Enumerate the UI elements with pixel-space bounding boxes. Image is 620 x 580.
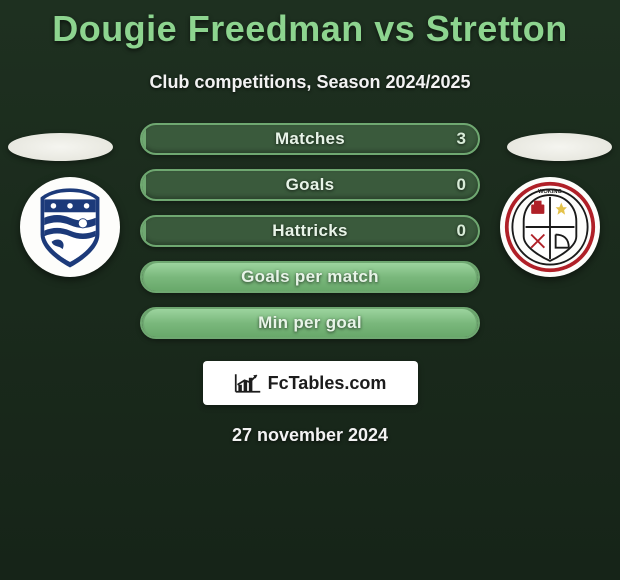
stat-bar-goals-per-match: Goals per match [140,261,480,293]
brand-name: FcTables.com [268,373,387,394]
stat-bars: Matches 3 Goals 0 Hattricks 0 Goals per … [140,123,480,339]
shadow-ellipse-left [8,133,113,161]
southend-crest-icon [24,181,116,273]
stat-bar-matches: Matches 3 [140,123,480,155]
date-label: 27 november 2024 [0,425,620,446]
page-title: Dougie Freedman vs Stretton [0,0,620,50]
stat-bar-hattricks: Hattricks 0 [140,215,480,247]
stat-bar-min-per-goal: Min per goal [140,307,480,339]
stat-bar-goals: Goals 0 [140,169,480,201]
stat-value-right: 0 [457,175,466,195]
stat-label: Hattricks [142,221,478,241]
club-crest-right: WOKING [500,177,600,277]
stat-value-right: 0 [457,221,466,241]
svg-text:WOKING: WOKING [538,189,562,195]
bar-chart-icon [234,372,262,394]
stat-label: Matches [142,129,478,149]
stat-label: Goals [142,175,478,195]
woking-crest-icon: WOKING [503,180,597,274]
comparison-panel: WOKING Matches 3 Goals 0 Hattricks 0 Goa… [0,123,620,446]
stat-value-right: 3 [457,129,466,149]
stat-label: Min per goal [142,313,478,333]
shadow-ellipse-right [507,133,612,161]
brand-badge: FcTables.com [203,361,418,405]
subtitle: Club competitions, Season 2024/2025 [0,72,620,93]
stat-label: Goals per match [142,267,478,287]
club-crest-left [20,177,120,277]
